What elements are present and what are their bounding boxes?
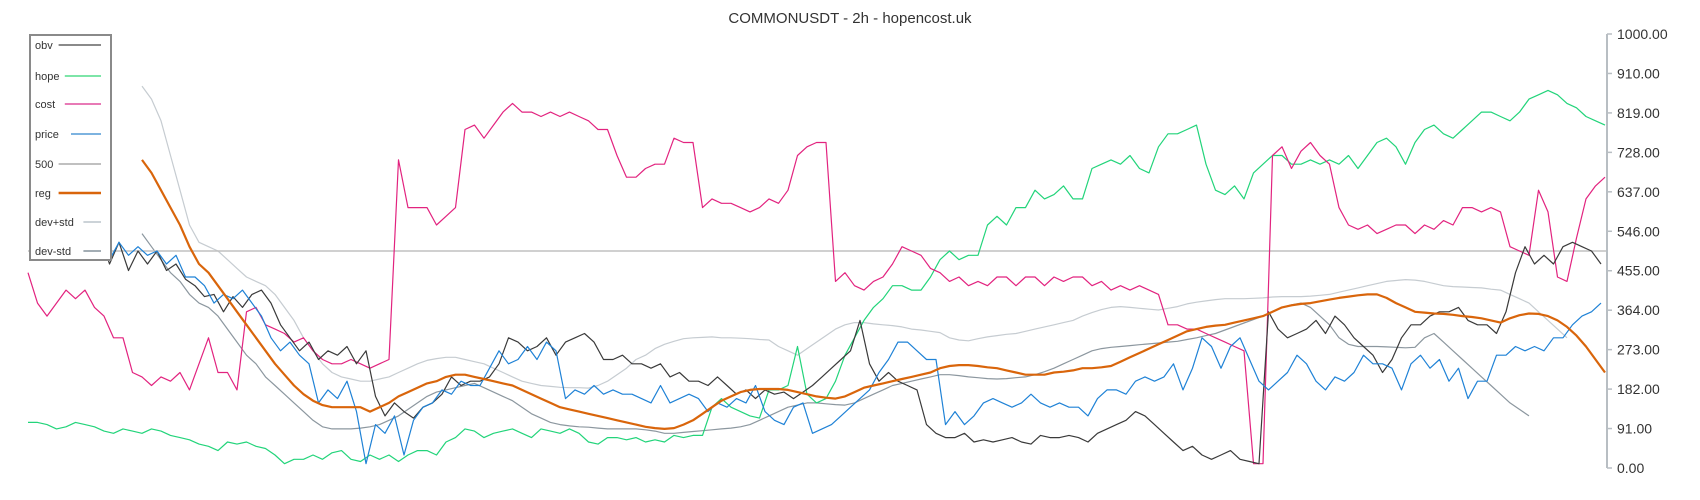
legend-label: obv bbox=[35, 40, 53, 52]
legend-item-obv[interactable]: obv bbox=[35, 40, 101, 52]
series-line-cost bbox=[27, 102, 1606, 465]
y-axis: 1000.00 910.00 819.00 728.00 637.00 546.00 455… bbox=[1606, 26, 1668, 476]
legend-item-dev-std[interactable]: dev+std bbox=[35, 217, 101, 229]
legend-label: price bbox=[35, 129, 59, 141]
y-tick-label: 546.00 bbox=[1617, 223, 1660, 239]
legend-item-dev-std[interactable]: dev-std bbox=[35, 246, 101, 258]
y-tick-label: 91.00 bbox=[1617, 421, 1652, 437]
y-tick-label: 0.00 bbox=[1617, 460, 1644, 476]
legend-label: dev-std bbox=[35, 246, 71, 258]
legend-label: reg bbox=[35, 188, 51, 200]
legend-item-500[interactable]: 500 bbox=[35, 159, 101, 171]
series-line-dev-std bbox=[141, 85, 1568, 389]
legend-label: 500 bbox=[35, 159, 53, 171]
legend-label: hope bbox=[35, 71, 59, 83]
y-tick-label: 637.00 bbox=[1617, 184, 1660, 200]
series-layer bbox=[27, 85, 1607, 465]
legend-label: cost bbox=[35, 99, 55, 111]
series-line-price bbox=[99, 224, 1602, 465]
series-line-reg bbox=[141, 159, 1606, 430]
series-line-obv bbox=[99, 233, 1602, 465]
legend: obv hope cost price 500 reg dev+std dev-std bbox=[29, 34, 112, 261]
y-tick-label: 182.00 bbox=[1617, 381, 1660, 397]
chart-title: COMMONUSDT - 2h - hopencost.uk bbox=[728, 10, 972, 27]
legend-item-price[interactable]: price bbox=[35, 129, 101, 141]
series-line-hope bbox=[28, 89, 1606, 465]
y-tick-label: 273.00 bbox=[1617, 342, 1660, 358]
y-tick-label: 910.00 bbox=[1617, 65, 1660, 81]
y-tick-label: 364.00 bbox=[1617, 302, 1660, 318]
y-tick-label: 455.00 bbox=[1617, 263, 1660, 279]
y-tick-label: 728.00 bbox=[1617, 144, 1660, 160]
legend-item-cost[interactable]: cost bbox=[35, 99, 101, 111]
legend-item-hope[interactable]: hope bbox=[35, 71, 101, 83]
y-tick-label: 819.00 bbox=[1617, 105, 1660, 121]
series-line-dev-std bbox=[141, 233, 1530, 434]
y-tick-label: 1000.00 bbox=[1617, 26, 1668, 42]
legend-item-reg[interactable]: reg bbox=[35, 188, 101, 200]
legend-label: dev+std bbox=[35, 217, 74, 229]
